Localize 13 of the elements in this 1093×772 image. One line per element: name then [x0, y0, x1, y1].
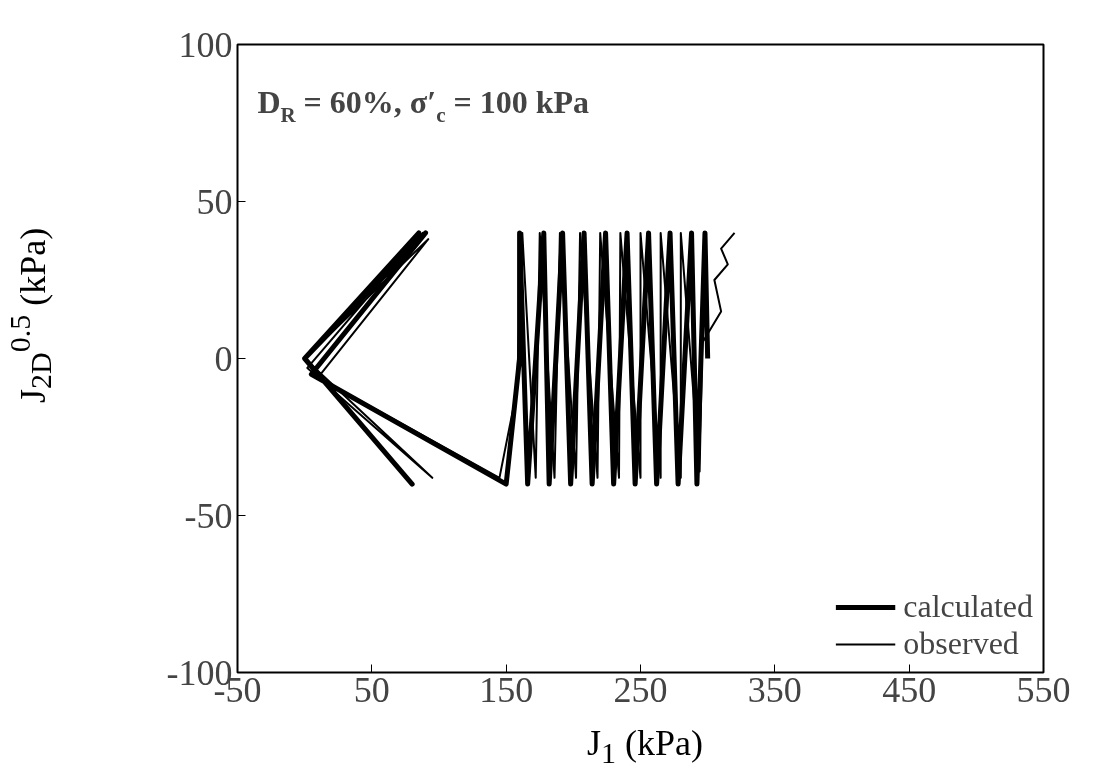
x-tick-label: 50	[353, 669, 390, 710]
y-tick-label: 0	[214, 338, 233, 379]
x-tick-label: 150	[479, 669, 534, 710]
x-axis-title: J$_{1}$ (kPa)	[586, 723, 704, 770]
x-tick-label: 550	[1016, 669, 1071, 710]
x-tick-label: 350	[747, 669, 802, 710]
x-tick-label: 250	[613, 669, 668, 710]
y-tick-label: 100	[178, 24, 233, 65]
y-tick-label: -50	[184, 495, 233, 536]
x-tick-label: 450	[882, 669, 937, 710]
legend-label: observed	[903, 625, 1019, 662]
y-tick-label: 50	[196, 181, 233, 222]
legend-label: calculated	[903, 588, 1033, 625]
